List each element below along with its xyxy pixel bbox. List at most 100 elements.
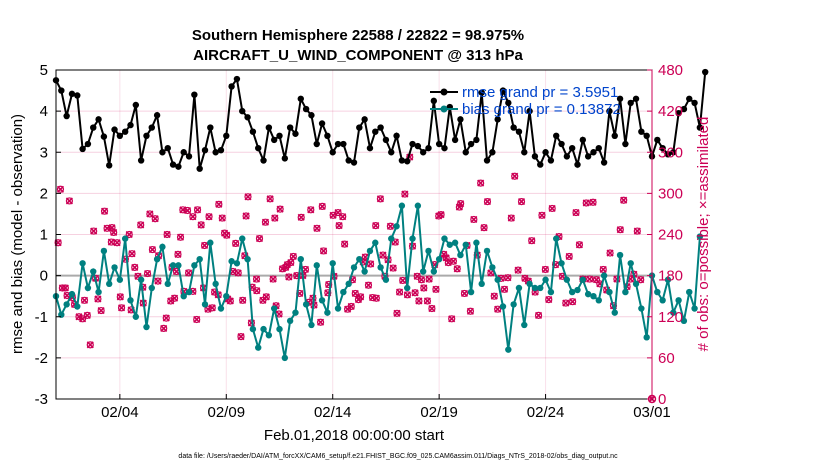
bias-point <box>515 284 523 292</box>
rmse-point <box>74 92 81 99</box>
bias-point <box>372 239 379 246</box>
rmse-point <box>318 120 326 127</box>
bias-point <box>435 255 443 263</box>
bias-point <box>270 305 278 312</box>
obs-possible-marker <box>252 275 261 283</box>
bias-point <box>638 305 645 312</box>
obs-assimilated-marker <box>599 265 607 274</box>
obs-possible-marker <box>511 172 519 180</box>
obs-assimilated-marker <box>504 274 512 282</box>
obs-possible-marker <box>200 241 209 250</box>
obs-assimilated-marker <box>183 206 192 215</box>
bias-point <box>239 235 246 242</box>
obs-possible-marker <box>65 197 74 205</box>
obs-assimilated-marker <box>511 172 519 180</box>
obs-assimilated-marker <box>301 265 310 274</box>
obs-assimilated-marker <box>289 252 297 260</box>
obs-assimilated-marker <box>395 288 404 296</box>
obs-assimilated-marker <box>477 179 485 187</box>
obs-assimilated-marker <box>318 202 326 210</box>
rmse-point <box>239 107 246 115</box>
obs-assimilated-marker <box>189 213 197 221</box>
obs-assimilated-marker <box>386 222 394 230</box>
bias-point <box>318 297 326 304</box>
obs-possible-marker <box>297 213 305 221</box>
rmse-point <box>606 107 613 115</box>
obs-assimilated-marker <box>176 233 185 241</box>
obs-possible-marker <box>183 206 192 215</box>
obs-possible-marker <box>339 213 347 221</box>
bias-point <box>345 280 352 288</box>
obs-possible-marker <box>633 227 641 235</box>
chart-subtitle: AIRCRAFT_U_WIND_COMPONENT @ 313 hPa <box>193 47 523 64</box>
y-tick-label: 0 <box>40 268 48 285</box>
obs-assimilated-marker <box>297 213 305 221</box>
obs-assimilated-marker <box>364 281 373 289</box>
obs-possible-marker <box>276 205 284 213</box>
obs-assimilated-marker <box>466 307 474 315</box>
bias-point <box>286 317 294 325</box>
rmse-point <box>611 132 618 139</box>
obs-possible-marker <box>75 313 83 321</box>
bias-point <box>499 303 507 310</box>
rmse-point <box>680 105 688 113</box>
y-tick-label: 3 <box>40 144 48 161</box>
obs-possible-marker <box>572 208 580 217</box>
rmse-point <box>675 109 682 117</box>
obs-possible-marker <box>128 250 136 258</box>
obs-assimilated-marker <box>449 257 457 265</box>
bias-point <box>393 223 400 230</box>
obs-assimilated-marker <box>562 299 570 307</box>
rmse-point <box>244 114 251 121</box>
rmse-point <box>600 159 608 166</box>
rmse-point <box>696 124 704 131</box>
y-tick-label: 1 <box>40 227 48 244</box>
obs-assimilated-marker <box>507 214 515 222</box>
obs-possible-marker <box>448 315 456 323</box>
rmse-point <box>638 128 645 135</box>
obs-assimilated-marker <box>401 190 409 198</box>
obs-possible-marker <box>575 241 584 249</box>
y2-tick-label: 240 <box>658 227 683 244</box>
bias-point <box>201 301 209 308</box>
rmse-point <box>292 130 299 137</box>
bias-point <box>260 325 267 333</box>
obs-assimilated-marker <box>569 298 577 306</box>
bias-point <box>191 262 198 269</box>
obs-assimilated-marker <box>205 213 213 221</box>
rmse-point <box>425 144 432 152</box>
obs-assimilated-marker <box>575 241 583 249</box>
obs-assimilated-marker <box>415 297 423 305</box>
bias-point <box>547 288 555 296</box>
obs-assimilated-marker <box>146 210 154 218</box>
legend-bias-label: bias grand pr = 0.13872 <box>462 101 621 118</box>
obs-assimilated-marker <box>541 265 549 274</box>
y2-tick-label: 60 <box>658 350 675 367</box>
rmse-point <box>324 132 331 139</box>
obs-assimilated-marker <box>154 277 162 285</box>
chart-title: Southern Hemisphere 22588 / 22822 = 98.9… <box>192 27 524 44</box>
rmse-point <box>180 149 187 156</box>
obs-assimilated-marker <box>83 311 91 319</box>
obs-possible-marker <box>237 333 245 341</box>
bias-point <box>297 255 304 263</box>
bias-point <box>686 288 693 296</box>
rmse-point <box>489 149 496 156</box>
obs-possible-marker <box>80 296 89 304</box>
obs-count-markers <box>54 153 657 404</box>
bias-point <box>483 247 491 255</box>
rmse-point <box>691 99 698 107</box>
obs-possible-marker <box>586 275 594 283</box>
obs-possible-marker <box>193 315 201 324</box>
bias-point <box>228 258 235 265</box>
rmse-point <box>111 126 118 133</box>
rmse-point <box>137 157 145 164</box>
obs-assimilated-marker <box>174 250 182 258</box>
obs-possible-marker <box>415 297 423 305</box>
obs-possible-marker <box>548 204 556 213</box>
obs-assimilated-marker <box>107 238 115 246</box>
obs-possible-marker <box>174 250 182 258</box>
grid <box>56 69 653 400</box>
bias-point <box>521 321 528 329</box>
obs-assimilated-marker <box>490 292 498 300</box>
